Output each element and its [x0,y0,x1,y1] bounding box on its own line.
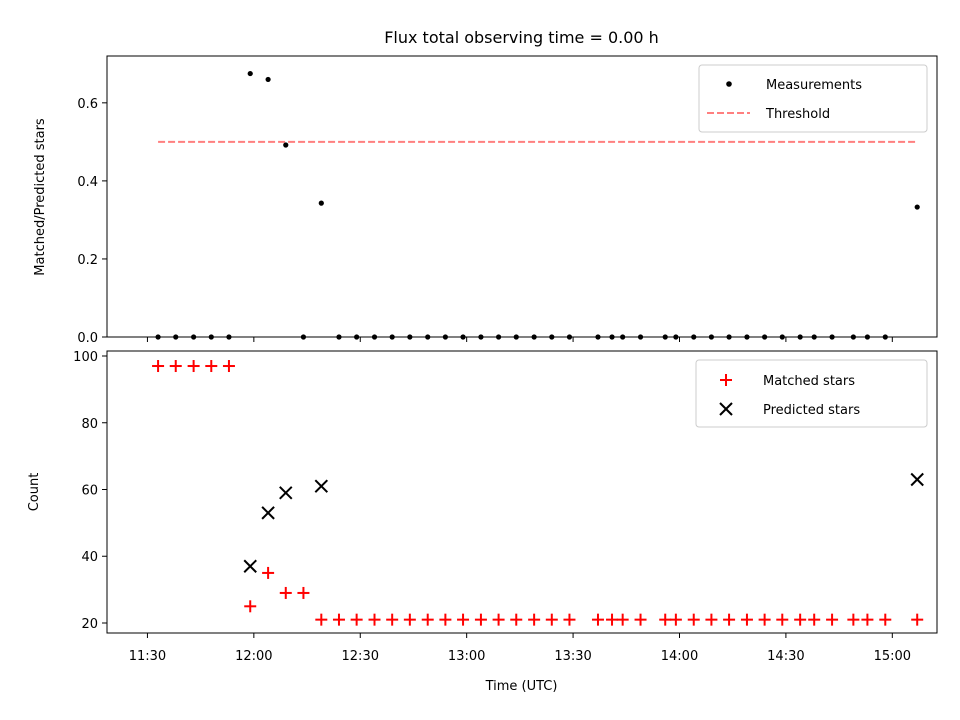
bottom-y-tick-label: 20 [81,617,98,632]
top-legend: Measurements Threshold [698,64,928,133]
matched-star-point [794,613,807,626]
matched-star-point [616,613,629,626]
top-y-ticks: 0.0 0.2 0.4 0.6 [77,97,107,346]
matched-star-point [368,613,381,626]
matched-star-point [244,600,257,613]
legend-matched-label: Matched stars [763,374,855,389]
legend-measurements-label: Measurements [766,78,862,93]
measurement-point [247,70,253,77]
matched-star-point [847,613,860,626]
top-axes-frame [106,55,938,338]
matched-star-point [315,613,328,626]
matched-star-point [421,613,434,626]
predicted-star-point [261,506,275,520]
x-tick-label: 13:00 [448,649,485,664]
x-tick-label: 13:30 [554,649,591,664]
bottom-panel: 20 40 60 80 100 11:30 12:00 12:30 13:00 13:30 14:… [27,350,938,694]
matched-star-point [492,613,505,626]
predicted-star-point [314,479,329,493]
top-panel: Flux total observing time = 0.00 h 0.00.… [33,28,938,346]
matched-star-point [911,613,924,626]
x-tick-label: 12:30 [342,649,379,664]
top-y-tick-label: 0.2 [77,253,98,268]
matched-star-point [474,613,487,626]
top-y-axis-label: Matched/Predicted stars [33,118,48,276]
matched-star-point [169,360,182,373]
measurement-point [318,200,324,206]
matched-star-point [808,613,821,626]
matched-star-point [687,613,700,626]
matched-star-point [332,613,345,626]
bottom-y-tick-label: 60 [81,483,98,498]
bottom-x-ticks: 11:30 12:00 12:30 13:00 13:30 14:00 14:30 15:00 [129,633,911,664]
matched-star-point [861,613,874,626]
predicted-star-point [243,559,257,573]
bottom-y-ticks: 20 40 60 80 100 [73,350,107,632]
top-y-tick-label: 0.0 [77,331,98,346]
top-y-tick-label: 0.6 [77,97,98,112]
x-tick-label: 14:30 [767,649,804,664]
x-tick-label: 14:00 [661,649,698,664]
bottom-y-tick-label: 80 [81,417,98,432]
matched-star-point [879,613,892,626]
bottom-y-tick-label: 40 [81,550,98,565]
matched-star-point [528,613,541,626]
bottom-axes-frame [106,350,938,634]
legend-predicted-label: Predicted stars [763,403,860,418]
matched-star-point [403,613,416,626]
matched-star-point [262,566,275,579]
top-y-tick-label: 0.4 [77,175,98,190]
measurement-point [283,142,289,148]
matched-star-point [776,613,789,626]
x-tick-label: 15:00 [874,649,911,664]
measurement-point [265,76,271,83]
legend-matched-marker [720,374,732,386]
x-tick-label: 12:00 [235,649,272,664]
matched-star-point [591,613,604,626]
matched-star-point [205,360,218,373]
matched-star-point [297,586,310,599]
matched-star-point [723,613,736,626]
bottom-legend: Matched stars Predicted stars [695,359,928,428]
legend-measurements-marker [726,81,732,87]
matched-star-point [187,360,200,373]
matched-star-point [279,586,292,599]
matched-star-point [659,613,672,626]
matched-star-point [705,613,718,626]
count-points [152,360,924,626]
chart-title: Flux total observing time = 0.00 h [384,28,659,47]
bottom-y-axis-label: Count [27,473,42,512]
matched-star-point [457,613,470,626]
predicted-star-point [279,486,293,500]
legend-predicted-marker [719,402,733,416]
matched-star-point [758,613,771,626]
matched-star-point [563,613,576,626]
predicted-star-point [910,472,924,487]
top-x-ticks [146,337,893,342]
matched-star-point [510,613,523,626]
x-tick-label: 11:30 [129,649,166,664]
matched-star-point [222,360,235,373]
matched-star-point [740,613,753,626]
bottom-y-tick-label: 100 [73,350,98,365]
legend-threshold-label: Threshold [765,107,830,122]
matched-star-point [350,613,363,626]
matched-star-point [669,613,682,626]
matched-star-point [545,613,558,626]
measurement-point [914,204,920,210]
matched-star-point [606,613,619,626]
matched-star-point [152,360,165,373]
matched-star-point [826,613,839,626]
matched-star-point [386,613,399,626]
x-axis-label: Time (UTC) [485,679,558,694]
matched-star-point [634,613,647,626]
matched-star-point [439,613,452,626]
